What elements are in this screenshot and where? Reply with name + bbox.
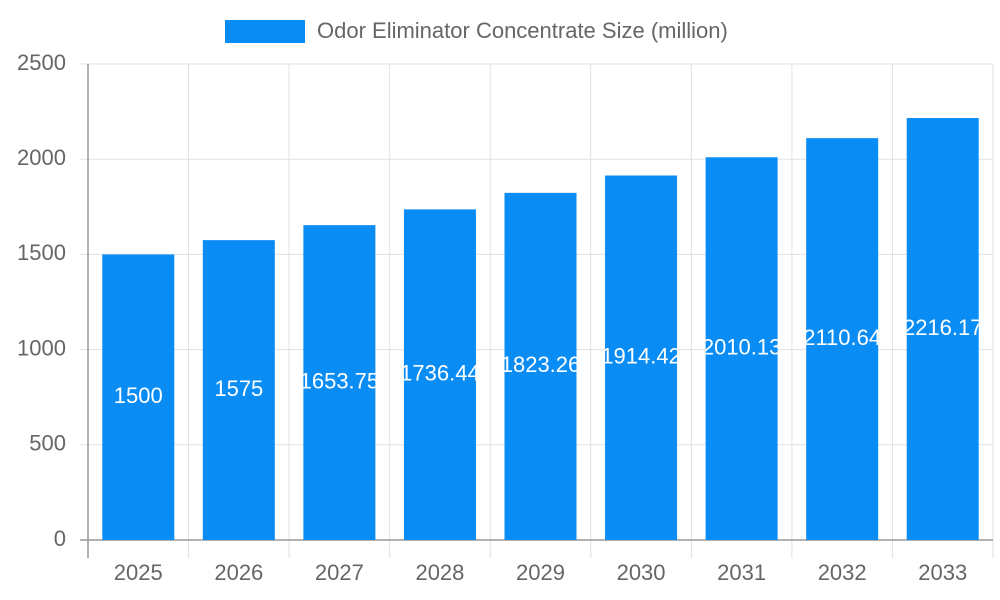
value-label: 1736.44 <box>400 361 480 386</box>
y-tick-label: 0 <box>54 526 66 551</box>
x-tick-label: 2027 <box>315 560 364 585</box>
y-tick-label: 500 <box>29 431 66 456</box>
y-tick-label: 2000 <box>17 145 66 170</box>
x-tick-label: 2033 <box>918 560 967 585</box>
value-label: 2216.17 <box>903 315 983 340</box>
legend-label: Odor Eliminator Concentrate Size (millio… <box>317 18 728 43</box>
y-tick-label: 2500 <box>17 50 66 75</box>
bar <box>102 254 175 540</box>
x-tick-label: 2026 <box>214 560 263 585</box>
value-label: 1914.42 <box>601 344 681 369</box>
x-tick-label: 2025 <box>114 560 163 585</box>
y-tick-label: 1000 <box>17 335 66 360</box>
value-label: 1500 <box>114 383 163 408</box>
bar <box>605 175 678 540</box>
bar <box>806 138 879 540</box>
bar <box>504 192 577 540</box>
bar <box>403 209 476 540</box>
x-tick-label: 2029 <box>516 560 565 585</box>
bar <box>705 157 778 541</box>
bar <box>303 225 376 540</box>
value-label: 1653.75 <box>300 368 380 393</box>
value-label: 2110.64 <box>803 325 881 350</box>
bar <box>906 118 979 540</box>
value-label: 2010.13 <box>702 334 782 359</box>
value-label: 1823.26 <box>501 352 581 377</box>
y-tick-label: 1500 <box>17 240 66 265</box>
x-tick-label: 2028 <box>415 560 464 585</box>
x-tick-label: 2031 <box>717 560 766 585</box>
value-label: 1575 <box>214 376 263 401</box>
legend-swatch <box>225 20 305 43</box>
x-tick-label: 2030 <box>617 560 666 585</box>
bar <box>202 240 275 540</box>
x-tick-label: 2032 <box>818 560 867 585</box>
